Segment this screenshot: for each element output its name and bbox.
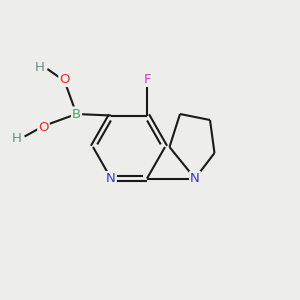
Text: H: H bbox=[35, 61, 45, 74]
Text: N: N bbox=[106, 172, 116, 185]
Text: O: O bbox=[38, 121, 49, 134]
Text: N: N bbox=[190, 172, 200, 185]
Text: B: B bbox=[72, 107, 81, 121]
Text: O: O bbox=[59, 73, 70, 86]
Text: H: H bbox=[12, 131, 22, 145]
Text: F: F bbox=[144, 73, 152, 86]
